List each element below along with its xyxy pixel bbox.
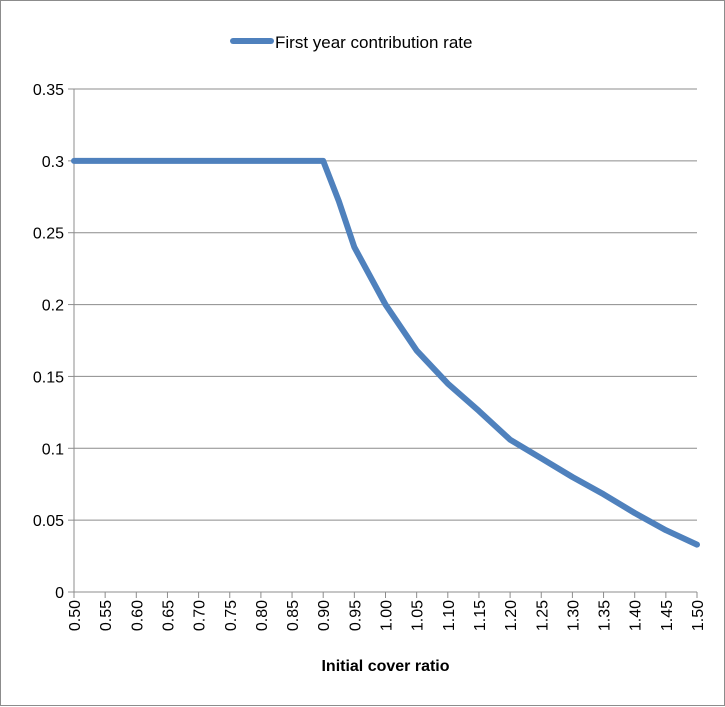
y-tick-label: 0 bbox=[55, 585, 64, 602]
x-tick-label: 0.95 bbox=[347, 600, 364, 631]
x-tick-label: 1.15 bbox=[472, 600, 489, 631]
x-tick-label: 0.75 bbox=[223, 600, 240, 631]
x-tick-label: 1.25 bbox=[534, 600, 551, 631]
x-tick-label: 1.20 bbox=[503, 600, 520, 631]
series-layer bbox=[71, 157, 700, 548]
y-tick-label: 0.25 bbox=[33, 226, 64, 243]
axes bbox=[73, 89, 697, 593]
x-tick-label: 1.00 bbox=[379, 600, 396, 631]
x-tick-label: 0.85 bbox=[285, 600, 302, 631]
legend-label: First year contribution rate bbox=[275, 33, 472, 52]
x-tick-label: 0.55 bbox=[98, 600, 115, 631]
x-tick-label: 1.30 bbox=[565, 600, 582, 631]
x-tick-label: 1.10 bbox=[441, 600, 458, 631]
series-line bbox=[71, 157, 700, 548]
x-axis-title: Initial cover ratio bbox=[321, 658, 449, 675]
x-axis-ticks: 0.50 0.55 0.60 0.65 0.70 0.75 0.80 0.85 0.90 0.95… bbox=[67, 592, 707, 631]
y-tick-label: 0.35 bbox=[33, 82, 64, 99]
x-tick-label: 1.05 bbox=[410, 600, 427, 631]
x-tick-label: 1.40 bbox=[628, 600, 645, 631]
x-tick-label: 0.50 bbox=[67, 600, 84, 631]
x-tick-label: 0.90 bbox=[316, 600, 333, 631]
y-tick-label: 0.15 bbox=[33, 369, 64, 386]
x-tick-label: 1.50 bbox=[690, 600, 707, 631]
x-tick-label: 0.80 bbox=[254, 600, 271, 631]
y-tick-label: 0.1 bbox=[42, 441, 64, 458]
y-tick-label: 0.2 bbox=[42, 298, 64, 315]
x-tick-label: 0.60 bbox=[129, 600, 146, 631]
y-tick-label: 0.3 bbox=[42, 154, 64, 171]
legend: First year contribution rate bbox=[230, 33, 472, 52]
x-tick-label: 0.65 bbox=[160, 600, 177, 631]
x-tick-label: 0.70 bbox=[192, 600, 209, 631]
x-tick-label: 1.45 bbox=[659, 600, 676, 631]
y-axis-ticks: 0 0.05 0.1 0.15 0.2 0.25 0.3 0.35 bbox=[33, 82, 74, 602]
y-tick-label: 0.05 bbox=[33, 513, 64, 530]
x-tick-label: 1.35 bbox=[597, 600, 614, 631]
